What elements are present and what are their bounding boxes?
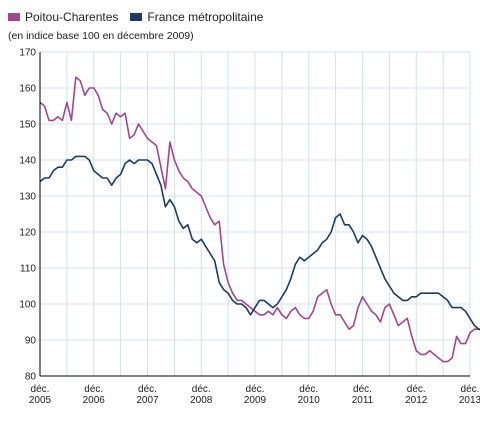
x-tick-label: 2013 (459, 395, 480, 406)
legend-swatch-france-metropolitaine (130, 13, 143, 21)
x-axis-ticks: déc.2005déc.2006déc.2007déc.2008déc.2009… (29, 384, 480, 406)
x-tick-label: 2006 (83, 395, 106, 406)
y-tick-label: 170 (19, 48, 36, 59)
x-tick-label: déc. (138, 384, 157, 395)
y-axis-ticks: 80 90 100 110 120 130 140 150 160 170 (19, 48, 36, 383)
x-tick-label: 2012 (405, 395, 428, 406)
y-tick-label: 130 (19, 192, 36, 203)
y-tick-label: 140 (19, 156, 36, 167)
x-tick-label: 2007 (136, 395, 159, 406)
series-line-france-metropolitaine (39, 155, 480, 330)
y-tick-label: 160 (19, 84, 36, 95)
y-tick-label: 120 (19, 228, 36, 239)
y-tick-label: 150 (19, 120, 36, 131)
x-tick-label: déc. (246, 384, 265, 395)
legend-swatch-poitou-charentes (8, 13, 20, 21)
x-tick-label: déc. (407, 384, 426, 395)
x-tick-label: déc. (461, 384, 480, 395)
series-line-poitou-charentes (39, 76, 480, 363)
x-tick-label: déc. (353, 384, 372, 395)
chart-axes (39, 52, 470, 377)
x-tick-label: 2011 (352, 395, 374, 406)
x-tick-label: 2010 (298, 395, 321, 406)
legend: Poitou-Charentes France métropolitaine (8, 8, 275, 26)
y-tick-label: 80 (25, 372, 37, 383)
x-tick-label: déc. (31, 384, 50, 395)
x-tick-label: 2008 (190, 395, 213, 406)
legend-item-france-metropolitaine[interactable]: France métropolitaine (130, 10, 263, 24)
x-tick-label: 2009 (244, 395, 267, 406)
legend-label-france-metropolitaine: France métropolitaine (147, 10, 264, 24)
chart-subtitle: (en indice base 100 en décembre 2009) (8, 30, 194, 42)
y-tick-label: 90 (25, 336, 37, 347)
x-tick-label: 2005 (29, 395, 52, 406)
legend-item-poitou-charentes[interactable]: Poitou-Charentes (8, 10, 118, 24)
x-tick-label: déc. (84, 384, 103, 395)
x-tick-label: déc. (299, 384, 318, 395)
chart-series (39, 76, 480, 363)
y-tick-label: 100 (19, 300, 36, 311)
x-tick-label: déc. (192, 384, 211, 395)
legend-label-poitou-charentes: Poitou-Charentes (25, 10, 119, 24)
y-tick-label: 110 (20, 264, 36, 275)
chart-grid (40, 51, 471, 376)
